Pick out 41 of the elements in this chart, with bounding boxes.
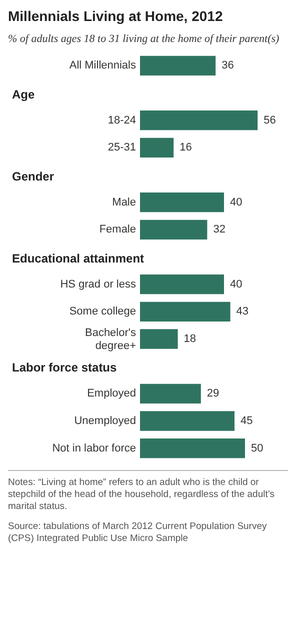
y-tick-label: Male bbox=[112, 196, 136, 208]
text: Notes: “Living at home” refers to an adult who is the child or stepchild of the head of the household, regardless of the adult’s marital status. bbox=[8, 477, 276, 513]
data-label: 29 bbox=[206, 388, 220, 400]
y-tick-label: 25-31 bbox=[108, 142, 136, 154]
y-tick-label: 18-24 bbox=[108, 114, 136, 126]
data-label: 40 bbox=[230, 196, 242, 208]
data-label: 32 bbox=[213, 224, 226, 236]
data-label: 36 bbox=[222, 60, 234, 72]
bar bbox=[140, 138, 174, 158]
data-label: 16 bbox=[180, 142, 192, 154]
bar bbox=[140, 192, 224, 212]
bar bbox=[140, 384, 201, 404]
y-tick-label: Employed bbox=[87, 388, 136, 400]
data-label: 40 bbox=[230, 278, 242, 290]
data-label: 56 bbox=[264, 114, 276, 126]
y-tick-label: HS grad or less bbox=[60, 278, 136, 290]
y-tick-label: All Millennials bbox=[69, 60, 136, 72]
bar bbox=[140, 438, 245, 458]
chart-title: Millennials Living at Home, 2012 bbox=[8, 8, 224, 24]
text: Age bbox=[12, 87, 35, 102]
data-label: 18 bbox=[184, 333, 196, 346]
y-tick-label: Bachelor's degree+ bbox=[84, 327, 136, 352]
data-label: 45 bbox=[240, 415, 253, 428]
y-tick-label: Some college bbox=[69, 306, 136, 318]
bar bbox=[140, 110, 258, 130]
bar bbox=[140, 274, 224, 294]
annotation: Educational attainment bbox=[12, 251, 144, 266]
bar bbox=[140, 302, 230, 322]
text: Gender bbox=[12, 169, 54, 184]
bar bbox=[140, 329, 178, 349]
bar bbox=[140, 220, 208, 240]
source-note: Source: tabulations of March 2012 Current Population Survey (CPS) Integrated Public Use Micro Sample bbox=[8, 521, 268, 545]
bar bbox=[140, 56, 216, 76]
y-tick-label: Female bbox=[99, 224, 136, 236]
text: Labor force status bbox=[12, 360, 118, 375]
data-label: 50 bbox=[251, 442, 264, 454]
bar bbox=[140, 411, 234, 431]
chart-subtitle: % of adults ages 18 to 31 living at the home of their parent(s) bbox=[8, 32, 280, 46]
y-tick-label: Unemployed bbox=[74, 415, 136, 428]
y-tick-label: Not in labor force bbox=[52, 442, 136, 454]
data-label: 43 bbox=[236, 306, 249, 318]
